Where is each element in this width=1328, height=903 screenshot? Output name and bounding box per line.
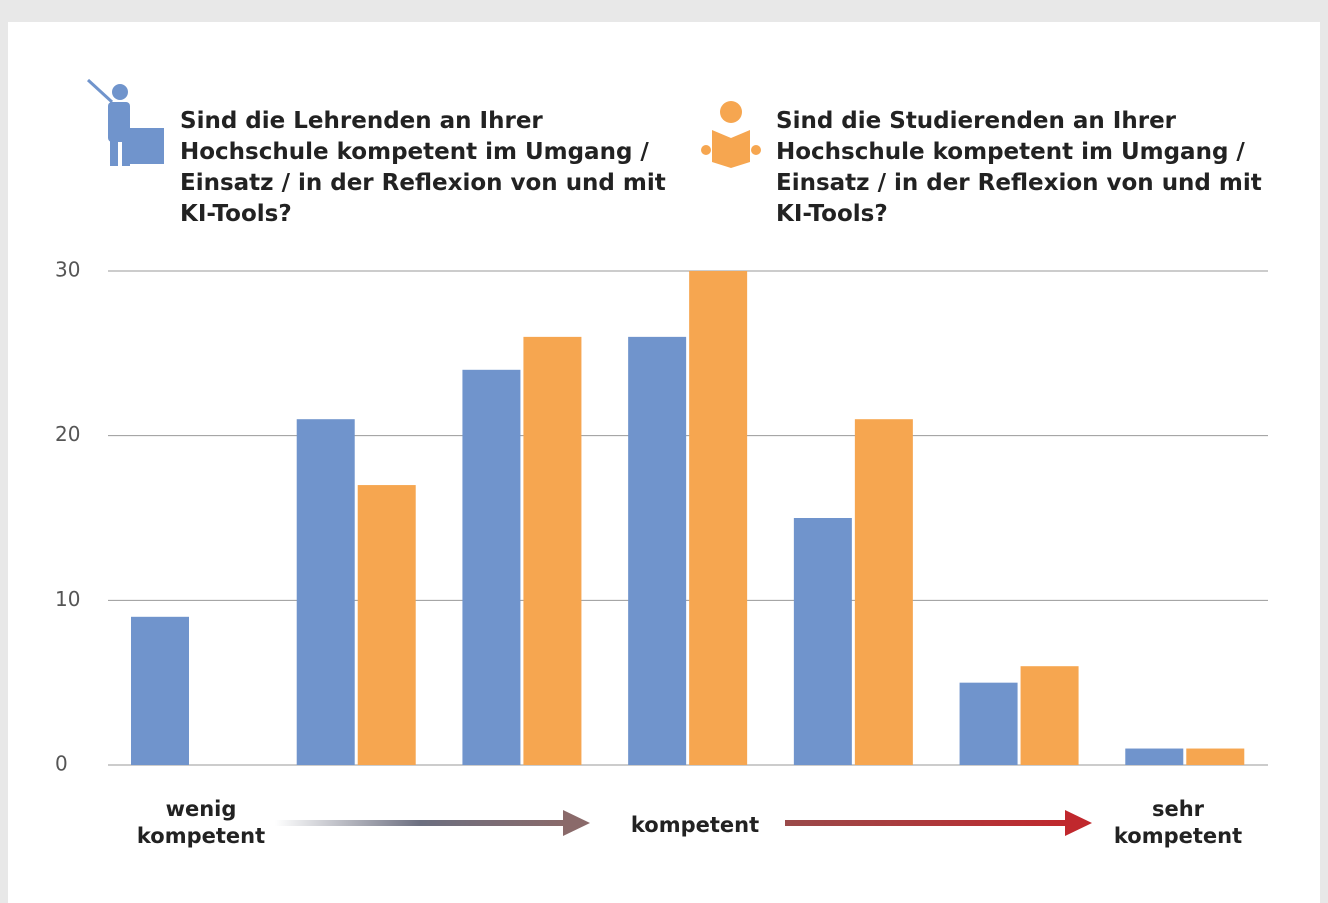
annotation: sehr kompetent [1113, 797, 1243, 848]
legend-entry: Sind die Studierenden an Ihrer Hochschul… [776, 108, 1262, 227]
bar [1186, 748, 1245, 765]
bar [296, 419, 355, 765]
bar [1125, 748, 1184, 765]
y-tick-label: 20 [55, 422, 80, 446]
y-tick-label: 30 [55, 258, 80, 282]
bar [523, 336, 582, 765]
bar [628, 336, 687, 765]
bar [854, 419, 913, 765]
bar [1020, 666, 1079, 765]
bar [793, 518, 852, 765]
legend-entry: Sind die Lehrenden an Ihrer Hochschule k… [180, 108, 666, 227]
arrow-head [1065, 810, 1092, 836]
annotation: kompetent [630, 813, 760, 837]
bar [959, 682, 1018, 765]
teacher-icon [86, 78, 164, 166]
y-tick-label: 0 [55, 752, 68, 776]
arrow [275, 820, 565, 826]
y-tick-label: 10 [55, 587, 80, 611]
arrow-head [563, 810, 590, 836]
bar [131, 616, 189, 765]
arrow [785, 820, 1070, 826]
annotation: wenig kompetent [136, 797, 266, 848]
student-icon [701, 101, 761, 168]
bar [357, 485, 416, 765]
bar [689, 271, 748, 765]
bar [462, 369, 521, 765]
